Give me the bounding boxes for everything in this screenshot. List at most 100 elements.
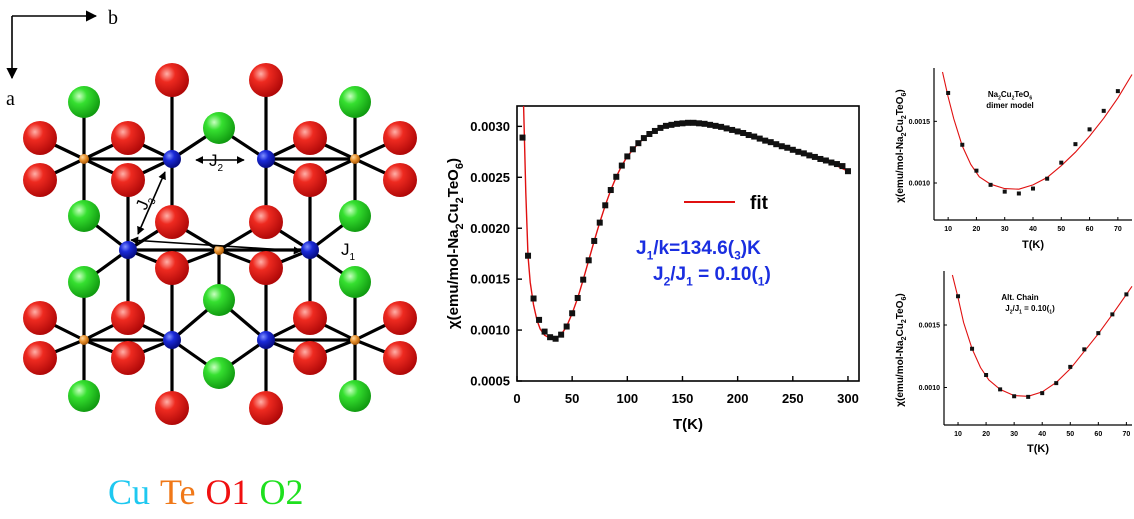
- o1-atom: [383, 163, 417, 197]
- o1-atom: [155, 205, 189, 239]
- o1-atom: [293, 341, 327, 375]
- y-tick-label: 0.0015: [919, 322, 941, 329]
- o1-atom: [293, 163, 327, 197]
- inset-top-data-series: [946, 89, 1120, 196]
- x-tick-label: 40: [1038, 431, 1046, 438]
- data-point: [629, 146, 636, 153]
- x-tick-label: 10: [954, 431, 962, 438]
- o2-atom: [339, 380, 371, 412]
- o2-atom: [203, 357, 235, 389]
- o1-atom: [293, 301, 327, 335]
- fit-curve: [522, 105, 849, 340]
- data-point: [552, 335, 559, 342]
- j1-arrow: [130, 236, 302, 255]
- data-point: [596, 219, 603, 226]
- data-point: [970, 346, 975, 351]
- data-point: [811, 153, 818, 160]
- data-point: [1096, 331, 1101, 336]
- data-point: [762, 137, 769, 144]
- main-chart: 0 50 100 150 200 250 300 0.0005 0.0010 0.0015 0.00…: [445, 105, 860, 433]
- data-point: [822, 157, 829, 164]
- cu-atom: [257, 150, 275, 168]
- o1-atom: [23, 163, 57, 197]
- x-tick-label: 50: [1066, 431, 1074, 438]
- data-point: [707, 121, 714, 128]
- inset-bottom-x-axis-label: T(K): [1027, 443, 1049, 455]
- j2-label: J2: [209, 151, 224, 174]
- data-point: [751, 133, 758, 140]
- data-point: [789, 146, 796, 153]
- data-point: [828, 159, 835, 166]
- inset-top-y-axis-label: χ(emu/mol-Na2Cu2TeO6): [895, 89, 908, 202]
- data-point: [784, 144, 791, 151]
- x-tick-label: 10: [944, 226, 952, 233]
- main-y-axis-label: χ(emu/mol-Na2Cu2TeO6): [445, 158, 466, 329]
- data-point: [574, 294, 581, 301]
- o1-atom: [383, 341, 417, 375]
- legend-te: Te: [160, 472, 196, 512]
- data-point: [613, 173, 620, 180]
- main-fit-series: [522, 105, 849, 340]
- o2-atom: [68, 200, 100, 232]
- o1-atom: [155, 251, 189, 285]
- structure-atoms: [23, 63, 417, 425]
- main-plot-frame: [516, 105, 860, 382]
- data-point: [767, 139, 774, 146]
- x-tick-label: 100: [616, 391, 638, 406]
- x-tick-label: 50: [565, 391, 579, 406]
- main-legend-label: fit: [750, 193, 769, 214]
- data-point: [685, 119, 691, 126]
- o1-atom: [23, 341, 57, 375]
- o2-atom: [203, 284, 235, 316]
- data-point: [839, 163, 846, 170]
- o2-atom: [68, 86, 100, 118]
- inset-top-ticks: 10 20 30 40 50 60 70 0.0010 0.0015: [909, 119, 1122, 233]
- o1-atom: [155, 63, 189, 97]
- main-data-series: [519, 119, 851, 342]
- o1-atom: [249, 205, 283, 239]
- data-point: [547, 334, 554, 341]
- o1-atom: [249, 251, 283, 285]
- x-tick-label: 30: [1010, 431, 1018, 438]
- y-tick-label: 0.0010: [909, 180, 931, 187]
- inset-top-annotation-compound: Na2Cu2TeO6: [988, 90, 1032, 101]
- data-point: [1045, 176, 1050, 181]
- cu-atom: [301, 241, 319, 259]
- x-tick-label: 250: [782, 391, 804, 406]
- o1-atom: [249, 63, 283, 97]
- x-tick-label: 20: [982, 431, 990, 438]
- data-point: [1087, 127, 1092, 132]
- data-point: [1012, 394, 1017, 399]
- data-point: [657, 124, 664, 131]
- data-point: [585, 257, 592, 264]
- x-tick-label: 70: [1122, 431, 1130, 438]
- data-point: [956, 294, 961, 299]
- data-point: [817, 155, 824, 162]
- data-point: [635, 140, 642, 147]
- data-point: [1082, 347, 1087, 352]
- data-point: [563, 323, 570, 330]
- data-point: [541, 328, 548, 335]
- data-point: [607, 187, 614, 194]
- o1-atom: [249, 391, 283, 425]
- y-tick-label: 0.0010: [919, 385, 941, 392]
- data-point: [718, 123, 725, 130]
- data-point: [833, 161, 840, 168]
- axis-a-label: a: [6, 88, 15, 110]
- data-point: [640, 135, 647, 142]
- data-point: [1110, 312, 1115, 317]
- main-x-axis-label: T(K): [673, 416, 703, 433]
- data-point: [734, 128, 741, 135]
- inset-top-fit-series: [941, 71, 1133, 190]
- o2-atom: [339, 200, 371, 232]
- data-point: [662, 122, 669, 129]
- data-point: [988, 182, 993, 187]
- data-point: [591, 237, 598, 244]
- o1-atom: [111, 121, 145, 155]
- data-point: [984, 373, 989, 377]
- data-point: [580, 276, 587, 283]
- x-tick-label: 20: [973, 226, 981, 233]
- x-tick-label: 300: [837, 391, 859, 406]
- cu-atom: [163, 331, 181, 349]
